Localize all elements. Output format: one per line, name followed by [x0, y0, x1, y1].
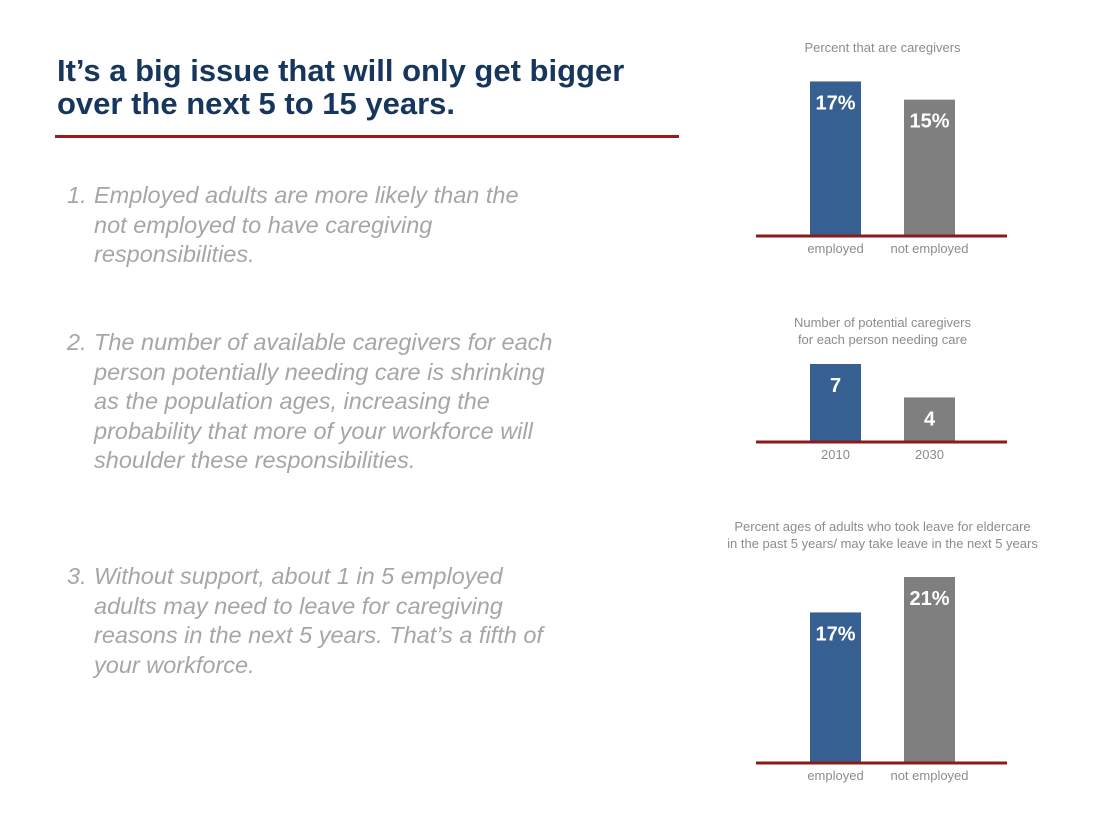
- chart-1-data-label-2: 15%: [909, 111, 949, 133]
- key-point-number: 2.: [67, 329, 87, 355]
- chart-3-title: Percent ages of adults who took leave fo…: [700, 518, 1065, 552]
- chart-2-title: Number of potential caregivers for each …: [730, 314, 1035, 348]
- chart-3-category-label-2: not employed: [890, 768, 968, 783]
- key-point-number: 3.: [67, 563, 87, 589]
- key-point-text: Without support, about 1 in 5 employed a…: [94, 563, 543, 678]
- chart-1-bar-1: [810, 81, 861, 236]
- chart-2-data-label-2: 4: [924, 408, 936, 430]
- chart-2-data-label-1: 7: [830, 375, 841, 397]
- page-headline: It’s a big issue that will only get bigg…: [57, 54, 697, 120]
- chart-3-data-label-2: 21%: [909, 588, 949, 610]
- chart-3-category-label-1: employed: [807, 768, 863, 783]
- chart-3-title-line-2: in the past 5 years/ may take leave in t…: [727, 536, 1038, 551]
- chart-1-data-label-1: 17%: [815, 92, 855, 114]
- chart-1-title-line: Percent that are caregivers: [804, 40, 961, 55]
- chart-1-category-label-1: employed: [807, 241, 863, 256]
- chart-2-bar-2: [904, 397, 955, 442]
- key-point-2: 2. The number of available caregivers fo…: [67, 328, 557, 476]
- chart-3-title-line-1: Percent ages of adults who took leave fo…: [734, 519, 1031, 534]
- chart-1-bar-2: [904, 99, 955, 237]
- chart-2-category-label-2: 2030: [915, 447, 944, 462]
- headline-line-1: It’s a big issue that will only get bigg…: [57, 53, 625, 88]
- headline-line-2: over the next 5 to 15 years.: [57, 86, 456, 121]
- key-point-text: Employed adults are more likely than the…: [94, 182, 519, 267]
- chart-1-title: Percent that are caregivers: [730, 39, 1035, 56]
- chart-1-category-label-2: not employed: [890, 241, 968, 256]
- key-point-number: 1.: [67, 182, 87, 208]
- key-point-1: 1. Employed adults are more likely than …: [67, 181, 557, 270]
- chart-3-data-label-1: 17%: [815, 623, 855, 645]
- key-point-3: 3. Without support, about 1 in 5 employe…: [67, 562, 557, 680]
- chart-2-title-line-1: Number of potential caregivers: [793, 315, 972, 330]
- headline-divider: [55, 135, 679, 138]
- chart-2-bar-1: [810, 364, 861, 442]
- chart-3-bar-1: [810, 612, 861, 763]
- chart-2-category-label-1: 2010: [821, 447, 850, 462]
- chart-3-bar-2: [904, 577, 955, 763]
- chart-2-title-line-2: for each person needing care: [797, 332, 968, 347]
- key-point-text: The number of available caregivers for e…: [94, 329, 553, 473]
